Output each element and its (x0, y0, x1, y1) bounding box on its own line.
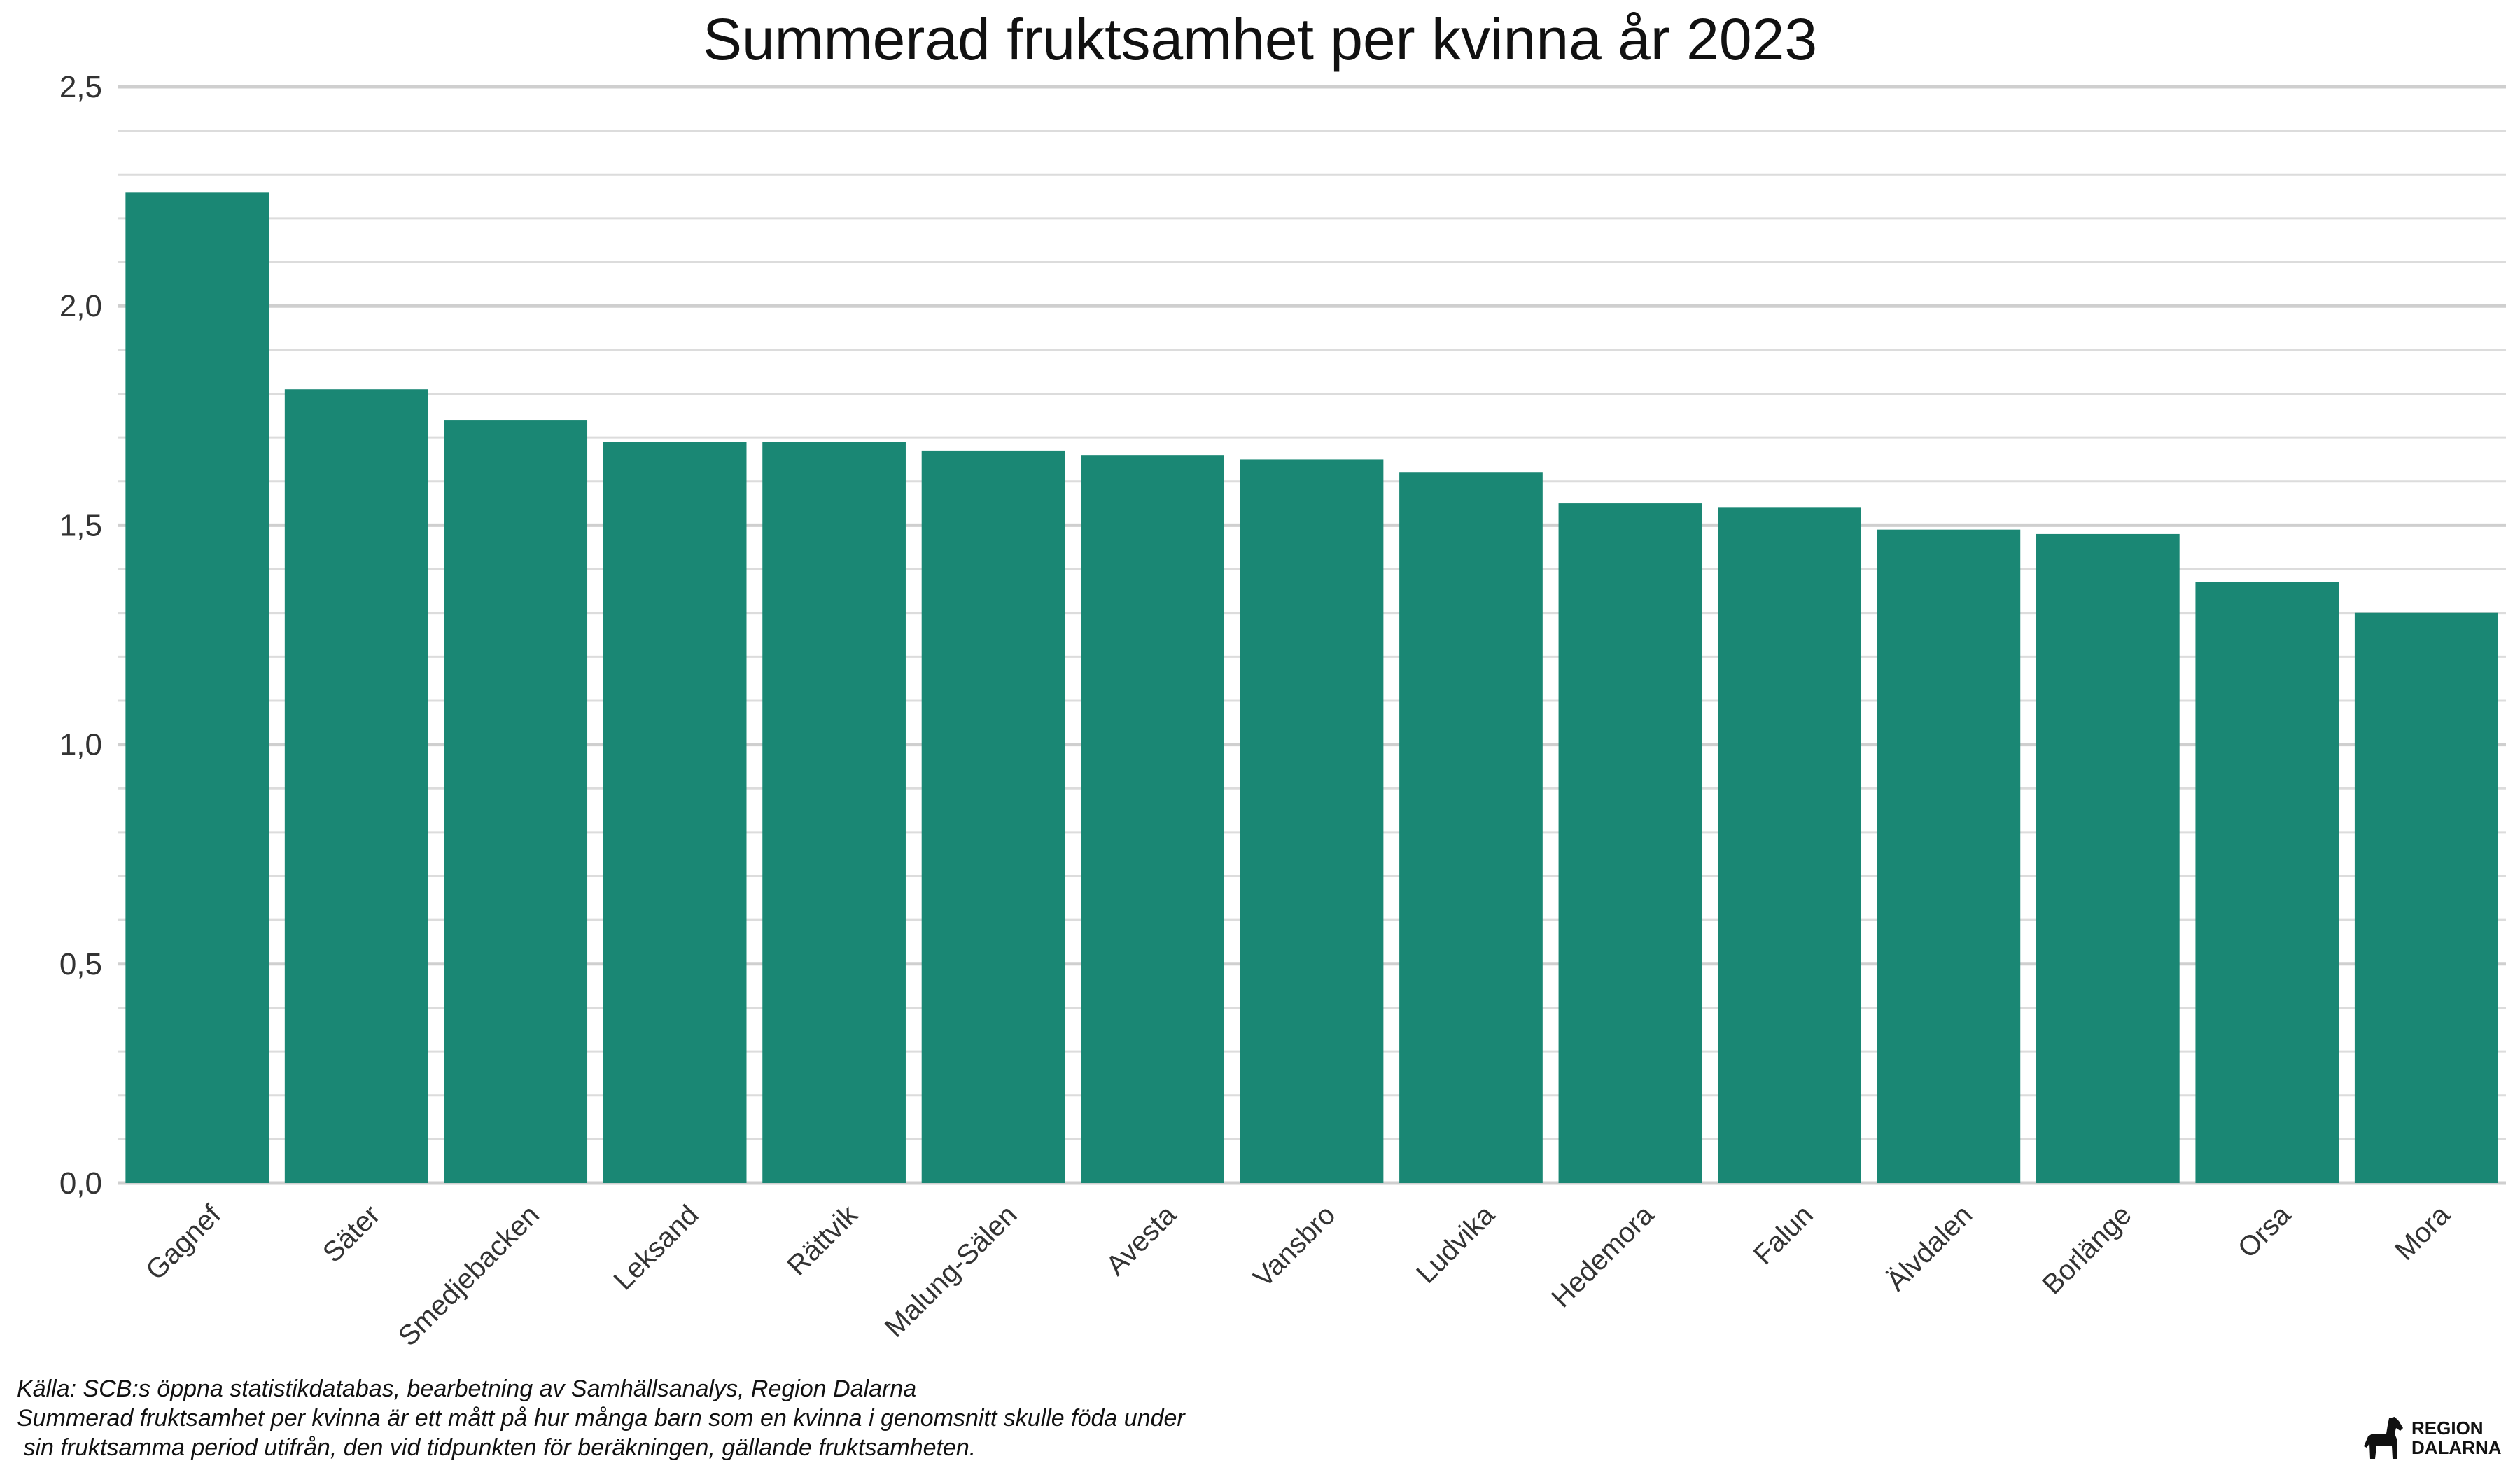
bar-hedemora (1558, 503, 1702, 1183)
bar-mora (2354, 612, 2498, 1183)
bar-gagnef (125, 192, 270, 1184)
y-tick-label: 2,5 (59, 70, 102, 104)
definition-caption-line-2: sin fruktsamma period utifrån, den vid t… (17, 1434, 976, 1461)
dala-horse-icon (2364, 1417, 2403, 1459)
y-tick-label: 0,5 (59, 947, 102, 981)
chart-title: Summerad fruktsamhet per kvinna år 2023 (702, 6, 1818, 72)
bar-borlänge (2036, 533, 2180, 1183)
y-tick-label: 1,5 (59, 508, 102, 542)
bar-falun (1718, 507, 1861, 1183)
bar-säter (284, 389, 428, 1183)
bar-smedjebacken (444, 420, 588, 1184)
logo-text-line-2: DALARNA (2412, 1437, 2502, 1458)
x-tick-label: Hedemora (1546, 1199, 1660, 1314)
y-tick-label: 1,0 (59, 728, 102, 762)
bar-ludvika (1399, 472, 1543, 1183)
x-tick-label: Gagnef (140, 1199, 227, 1287)
x-tick-label: Orsa (2232, 1199, 2297, 1264)
y-axis-tick-labels: 0,0 0,5 1,0 1,5 2,0 2,5 (59, 70, 102, 1200)
x-tick-label: Smedjebacken (393, 1199, 545, 1352)
x-tick-label: Avesta (1100, 1199, 1183, 1282)
logo-text: REGION DALARNA (2412, 1418, 2502, 1457)
y-tick-label: 0,0 (59, 1166, 102, 1200)
x-tick-label: Malung-Sälen (879, 1199, 1023, 1343)
bar-avesta (1081, 455, 1224, 1183)
x-tick-label: Säter (317, 1199, 386, 1268)
definition-caption-line-1: Summerad fruktsamhet per kvinna är ett m… (17, 1405, 1185, 1432)
region-dalarna-logo: REGION DALARNA (2362, 1414, 2502, 1463)
bar-rättvik (762, 442, 906, 1183)
x-axis-tick-labels: Gagnef Säter Smedjebacken Leksand Rättvik Mal… (140, 1199, 2456, 1352)
y-tick-label: 2,0 (59, 289, 102, 323)
bar-älvdalen (1877, 529, 2021, 1183)
x-tick-label: Ludvika (1410, 1199, 1501, 1289)
source-caption: Källa: SCB:s öppna statistikdatabas, bea… (17, 1376, 917, 1402)
x-tick-label: Vansbro (1247, 1199, 1341, 1293)
x-tick-label: Falun (1748, 1199, 1819, 1270)
x-tick-label: Leksand (608, 1199, 704, 1296)
bar-malung-sälen (921, 450, 1065, 1183)
logo-text-line-1: REGION (2412, 1418, 2484, 1438)
x-tick-label: Borlänge (2036, 1199, 2137, 1300)
bars (125, 192, 2498, 1184)
x-tick-label: Mora (2389, 1199, 2456, 1266)
x-tick-label: Rättvik (781, 1199, 864, 1282)
x-tick-label: Älvdalen (1881, 1199, 1979, 1297)
bar-orsa (2195, 582, 2339, 1183)
bar-vansbro (1240, 459, 1384, 1184)
bar-leksand (603, 442, 747, 1183)
